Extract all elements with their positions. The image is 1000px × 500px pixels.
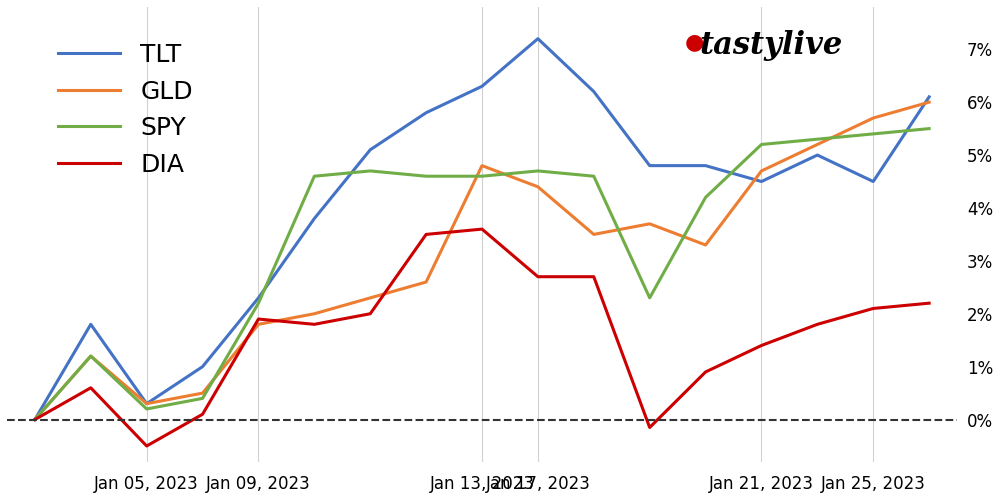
DIA bbox=[476, 226, 488, 232]
SPY bbox=[364, 168, 376, 174]
DIA bbox=[85, 385, 97, 391]
SPY bbox=[867, 131, 879, 137]
TLT bbox=[85, 322, 97, 328]
TLT bbox=[923, 94, 935, 100]
SPY bbox=[85, 353, 97, 359]
TLT bbox=[755, 178, 767, 184]
DIA bbox=[141, 443, 153, 449]
SPY bbox=[532, 168, 544, 174]
GLD bbox=[141, 400, 153, 406]
TLT bbox=[141, 400, 153, 406]
TLT bbox=[867, 178, 879, 184]
DIA bbox=[755, 342, 767, 348]
GLD bbox=[197, 390, 209, 396]
GLD bbox=[532, 184, 544, 190]
DIA bbox=[197, 412, 209, 418]
TLT bbox=[197, 364, 209, 370]
Line: SPY: SPY bbox=[35, 128, 929, 420]
DIA bbox=[420, 232, 432, 237]
SPY bbox=[588, 173, 600, 179]
DIA bbox=[867, 306, 879, 312]
DIA bbox=[644, 424, 656, 430]
GLD bbox=[476, 162, 488, 168]
DIA bbox=[811, 322, 823, 328]
GLD bbox=[364, 295, 376, 301]
DIA bbox=[700, 369, 712, 375]
GLD bbox=[588, 232, 600, 237]
TLT bbox=[364, 147, 376, 153]
GLD bbox=[755, 168, 767, 174]
TLT bbox=[588, 88, 600, 94]
DIA bbox=[364, 310, 376, 316]
Line: DIA: DIA bbox=[35, 229, 929, 446]
DIA bbox=[252, 316, 264, 322]
TLT bbox=[700, 162, 712, 168]
SPY bbox=[420, 173, 432, 179]
DIA bbox=[308, 322, 320, 328]
Line: TLT: TLT bbox=[35, 38, 929, 420]
GLD bbox=[867, 115, 879, 121]
Line: GLD: GLD bbox=[35, 102, 929, 420]
DIA bbox=[588, 274, 600, 280]
GLD bbox=[29, 416, 41, 422]
TLT bbox=[644, 162, 656, 168]
GLD bbox=[923, 99, 935, 105]
GLD bbox=[420, 279, 432, 285]
SPY bbox=[476, 173, 488, 179]
SPY bbox=[700, 194, 712, 200]
TLT bbox=[29, 416, 41, 422]
SPY bbox=[923, 126, 935, 132]
DIA bbox=[923, 300, 935, 306]
GLD bbox=[811, 142, 823, 148]
DIA bbox=[532, 274, 544, 280]
DIA bbox=[29, 416, 41, 422]
GLD bbox=[308, 310, 320, 316]
Text: ●: ● bbox=[685, 32, 704, 52]
TLT bbox=[420, 110, 432, 116]
SPY bbox=[141, 406, 153, 412]
SPY bbox=[252, 300, 264, 306]
SPY bbox=[308, 173, 320, 179]
SPY bbox=[197, 396, 209, 402]
TLT bbox=[532, 36, 544, 42]
TLT bbox=[476, 84, 488, 89]
SPY bbox=[644, 295, 656, 301]
GLD bbox=[644, 221, 656, 227]
GLD bbox=[85, 353, 97, 359]
SPY bbox=[29, 416, 41, 422]
SPY bbox=[811, 136, 823, 142]
Legend: TLT, GLD, SPY, DIA: TLT, GLD, SPY, DIA bbox=[48, 33, 203, 186]
GLD bbox=[252, 322, 264, 328]
TLT bbox=[811, 152, 823, 158]
TLT bbox=[252, 295, 264, 301]
GLD bbox=[700, 242, 712, 248]
SPY bbox=[755, 142, 767, 148]
Text: tastylive: tastylive bbox=[700, 30, 843, 61]
TLT bbox=[308, 216, 320, 222]
